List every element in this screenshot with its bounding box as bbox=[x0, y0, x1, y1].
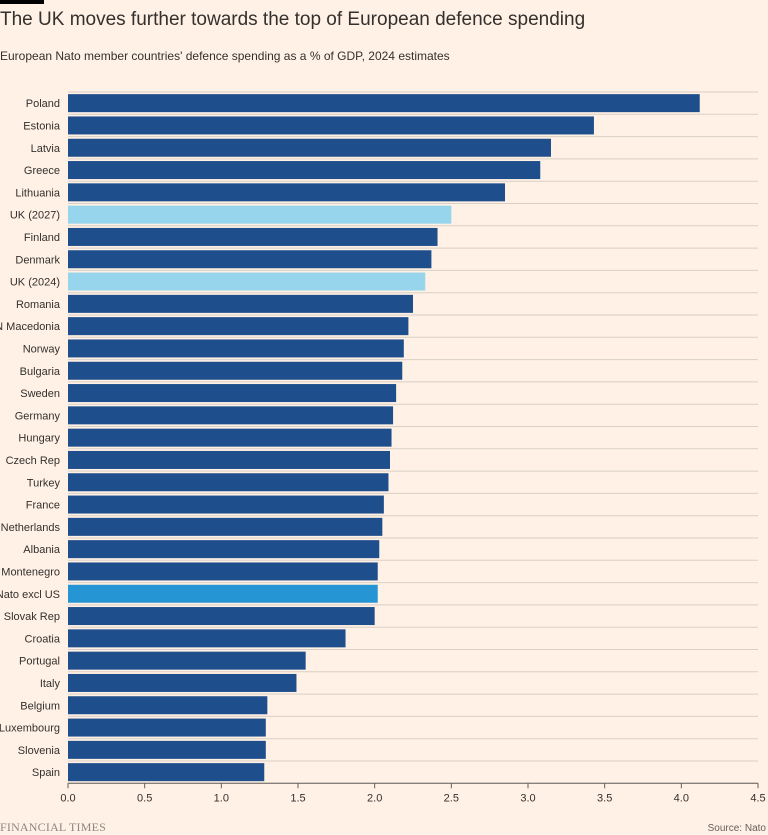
bar-finland bbox=[68, 227, 438, 246]
category-label-estonia: Estonia bbox=[23, 120, 61, 132]
bar-estonia bbox=[68, 116, 594, 135]
category-label-norway: Norway bbox=[23, 343, 61, 355]
top-rule bbox=[0, 0, 44, 4]
bar-portugal bbox=[68, 651, 306, 670]
bar-romania bbox=[68, 294, 413, 313]
bar-nato-excl-us bbox=[68, 584, 378, 603]
bar-n-macedonia bbox=[68, 317, 409, 336]
category-label-belgium: Belgium bbox=[20, 700, 60, 712]
category-label-uk-2027: UK (2027) bbox=[10, 210, 60, 222]
category-label-slovenia: Slovenia bbox=[18, 745, 61, 757]
category-label-croatia: Croatia bbox=[25, 633, 61, 645]
category-label-netherlands: Netherlands bbox=[1, 522, 61, 534]
bar-slovak-rep bbox=[68, 607, 375, 626]
bar-croatia bbox=[68, 629, 346, 648]
bar-france bbox=[68, 495, 384, 514]
bar-spain bbox=[68, 763, 265, 782]
bar-belgium bbox=[68, 696, 268, 715]
category-label-turkey: Turkey bbox=[27, 477, 61, 489]
category-label-albania: Albania bbox=[23, 544, 61, 556]
bar-montenegro bbox=[68, 562, 378, 581]
bar-chart: Poland Estonia Latvia Greece Lithuania UK (20… bbox=[0, 91, 766, 804]
bar-italy bbox=[68, 673, 297, 692]
chart-subtitle: European Nato member countries' defence … bbox=[0, 49, 450, 63]
bar-denmark bbox=[68, 250, 432, 269]
bar-poland bbox=[68, 94, 700, 113]
category-label-poland: Poland bbox=[26, 98, 60, 110]
category-label-romania: Romania bbox=[16, 299, 61, 311]
x-tick-label: 2.0 bbox=[367, 792, 382, 804]
bar-hungary bbox=[68, 428, 392, 447]
x-tick-label: 2.5 bbox=[444, 792, 459, 804]
category-label-denmark: Denmark bbox=[15, 254, 60, 266]
x-tick-label: 4.0 bbox=[674, 792, 689, 804]
x-tick-label: 4.5 bbox=[750, 792, 765, 804]
x-tick-label: 1.0 bbox=[214, 792, 229, 804]
bar-bulgaria bbox=[68, 361, 403, 380]
category-label-bulgaria: Bulgaria bbox=[20, 366, 61, 378]
bar-lithuania bbox=[68, 183, 505, 202]
category-label-italy: Italy bbox=[40, 678, 61, 690]
x-tick-label: 3.5 bbox=[597, 792, 612, 804]
bar-slovenia bbox=[68, 740, 266, 759]
bar-luxembourg bbox=[68, 718, 266, 737]
category-label-nato-excl-us: Nato excl US bbox=[0, 589, 60, 601]
bar-czech-rep bbox=[68, 450, 390, 469]
category-label-uk-2024: UK (2024) bbox=[10, 277, 60, 289]
source-note: Source: Nato bbox=[707, 823, 766, 834]
category-label-n-macedonia: N Macedonia bbox=[0, 321, 61, 333]
bar-sweden bbox=[68, 384, 397, 403]
bar-greece bbox=[68, 161, 541, 180]
chart-title: The UK moves further towards the top of … bbox=[0, 9, 586, 30]
category-label-montenegro: Montenegro bbox=[1, 566, 60, 578]
bar-uk-2024 bbox=[68, 272, 426, 291]
category-label-germany: Germany bbox=[15, 410, 61, 422]
bar-netherlands bbox=[68, 517, 383, 536]
category-label-sweden: Sweden bbox=[20, 388, 60, 400]
bar-albania bbox=[68, 540, 380, 559]
category-label-france: France bbox=[26, 500, 60, 512]
bar-germany bbox=[68, 406, 394, 425]
category-label-latvia: Latvia bbox=[31, 143, 61, 155]
x-tick-label: 3.0 bbox=[520, 792, 535, 804]
ft-brand-logo: FINANCIAL TIMES bbox=[0, 820, 107, 834]
category-label-czech-rep: Czech Rep bbox=[6, 455, 60, 467]
bar-turkey bbox=[68, 473, 389, 492]
category-label-portugal: Portugal bbox=[19, 656, 60, 668]
x-tick-label: 0.5 bbox=[137, 792, 152, 804]
category-label-lithuania: Lithuania bbox=[15, 187, 61, 199]
x-tick-label: 0.0 bbox=[60, 792, 75, 804]
bar-norway bbox=[68, 339, 404, 358]
category-label-luxembourg: Luxembourg bbox=[0, 723, 60, 735]
category-label-spain: Spain bbox=[32, 767, 60, 779]
category-label-greece: Greece bbox=[24, 165, 60, 177]
bar-latvia bbox=[68, 138, 551, 157]
category-label-hungary: Hungary bbox=[18, 433, 60, 445]
bar-uk-2027 bbox=[68, 205, 452, 224]
x-tick-label: 1.5 bbox=[290, 792, 305, 804]
category-label-slovak-rep: Slovak Rep bbox=[4, 611, 60, 623]
category-label-finland: Finland bbox=[24, 232, 60, 244]
